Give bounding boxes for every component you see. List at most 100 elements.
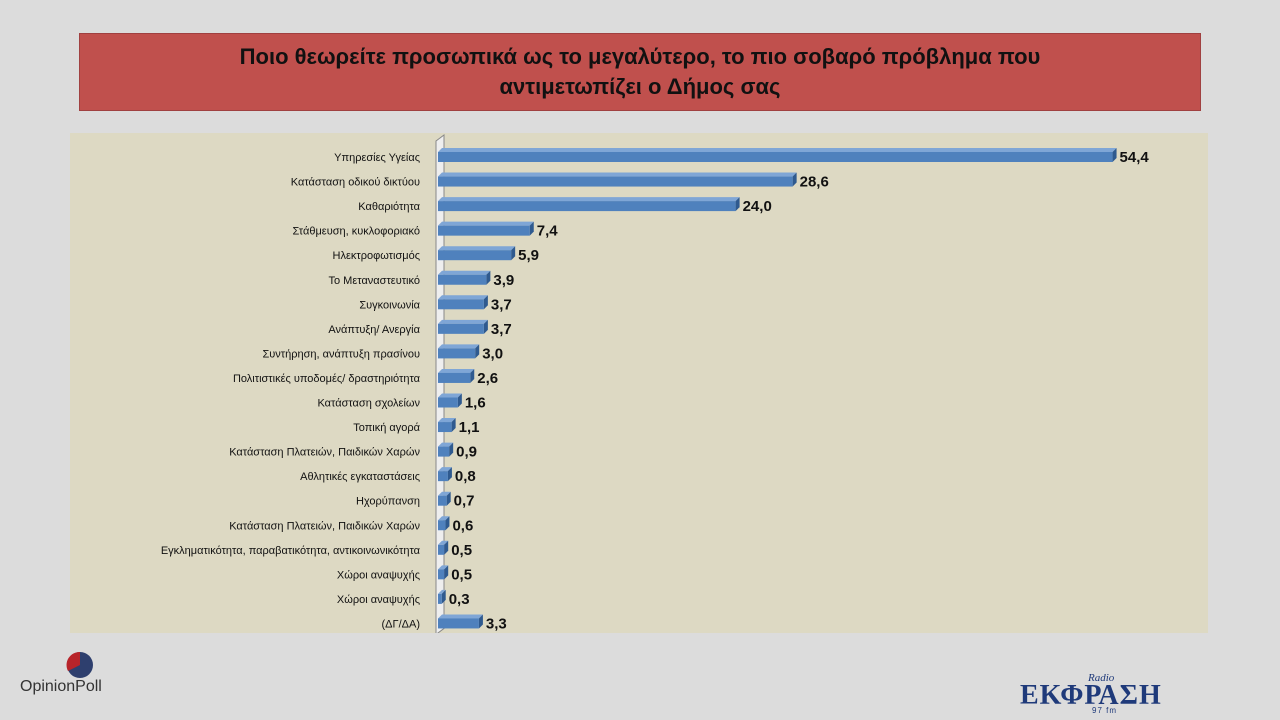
bar-top <box>438 418 456 423</box>
data-label: 3,0 <box>482 345 503 362</box>
bar-side <box>445 516 450 531</box>
radio-logo-main-text: ΕΚΦΡΑΣΗ <box>1020 680 1162 711</box>
category-label: Κατάσταση οδικού δικτύου <box>291 177 420 189</box>
bar-top <box>438 295 488 300</box>
bar-top <box>438 344 480 349</box>
data-label: 3,9 <box>493 272 514 289</box>
bar <box>438 299 484 310</box>
data-label: 0,6 <box>452 517 473 534</box>
category-label: Κατάσταση Πλατειών, Παιδικών Χαρών <box>229 447 420 459</box>
category-label: Καθαριότητα <box>358 201 420 213</box>
bar-top <box>438 516 450 521</box>
data-label: 3,7 <box>491 296 512 313</box>
bar <box>438 618 479 629</box>
bar-top <box>438 368 475 373</box>
category-label: (ΔΓ/ΔΑ) <box>382 618 420 630</box>
data-label: 3,3 <box>486 615 507 632</box>
bar <box>438 274 487 285</box>
bar-side <box>449 442 454 457</box>
bar <box>438 446 450 457</box>
opinion-poll-text-1: Opinion <box>20 678 76 695</box>
bar <box>438 372 471 383</box>
data-label: 1,6 <box>465 395 486 412</box>
bar <box>438 201 736 212</box>
bar-side <box>441 589 446 604</box>
data-label: 28,6 <box>800 174 829 191</box>
category-label: Συντήρηση, ανάπτυξη πρασίνου <box>262 348 420 360</box>
opinion-poll-logo: OpinionPoll <box>20 650 150 700</box>
data-label: 54,4 <box>1120 149 1150 166</box>
bar-top <box>438 442 454 447</box>
bar <box>438 250 512 261</box>
data-label: 0,5 <box>451 542 472 559</box>
data-label: 7,4 <box>537 223 559 240</box>
radio-logo-small-text: Radio <box>1088 672 1115 684</box>
bar <box>438 397 458 408</box>
bar-chart: Υπηρεσίες Υγείας 54,4 Κατάσταση οδικού δικ… <box>161 134 1150 633</box>
bar-side <box>478 614 483 629</box>
data-label: 5,9 <box>518 247 539 264</box>
plot-area: Υπηρεσίες Υγείας 54,4 Κατάσταση οδικού δικ… <box>70 133 1208 633</box>
bar <box>438 544 445 555</box>
bar <box>438 495 447 506</box>
bar-top <box>438 393 462 398</box>
data-label: 0,7 <box>454 493 475 510</box>
bar-top <box>438 221 534 226</box>
category-label: Ηλεκτροφωτισμός <box>333 250 420 262</box>
bar-side <box>451 418 456 433</box>
bar-side <box>735 197 740 212</box>
category-label: Χώροι αναψυχής <box>337 594 420 606</box>
category-label: Κατάσταση σχολείων <box>317 398 420 410</box>
bar <box>438 593 442 604</box>
bar-side <box>447 467 452 482</box>
data-label: 24,0 <box>743 198 772 215</box>
chart-title-box: Ποιο θεωρείτε προσωπικά ως το μεγαλύτερο… <box>79 33 1201 111</box>
bar-side <box>444 565 449 580</box>
bar-top <box>438 270 491 275</box>
bar-top <box>438 614 483 619</box>
bar <box>438 422 452 433</box>
bar-top <box>438 319 488 324</box>
data-label: 0,5 <box>451 566 472 583</box>
bar-side <box>792 172 797 187</box>
data-label: 0,8 <box>455 468 476 485</box>
bar-side <box>1112 148 1117 162</box>
category-label: Αθλητικές εγκαταστάσεις <box>300 471 420 483</box>
category-label: Συγκοινωνία <box>359 299 420 311</box>
bar-side <box>475 344 480 359</box>
bar <box>438 520 446 531</box>
bar-side <box>529 221 534 236</box>
bar-top <box>438 491 451 496</box>
data-label: 3,7 <box>491 321 512 338</box>
bar-side <box>483 295 488 310</box>
bar-side <box>483 319 488 334</box>
category-label: Ανάπτυξη/ Ανεργία <box>328 324 420 336</box>
chart-title-line-1: Ποιο θεωρείτε προσωπικά ως το μεγαλύτερο… <box>239 44 1041 69</box>
data-label: 1,1 <box>459 419 480 436</box>
category-label: Υπηρεσίες Υγείας <box>334 152 420 164</box>
category-label: Ηχορύπανση <box>356 496 420 508</box>
bar <box>438 152 1113 162</box>
data-label: 2,6 <box>477 370 498 387</box>
data-label: 0,3 <box>449 591 470 608</box>
bar <box>438 348 476 359</box>
bar-side <box>511 246 516 261</box>
bar-top <box>438 148 1117 152</box>
bar-side <box>446 491 451 506</box>
bar-top <box>438 246 516 251</box>
bar <box>438 471 448 482</box>
data-label: 0,9 <box>456 444 477 461</box>
bar-side <box>457 393 462 408</box>
bar-top <box>438 565 449 570</box>
bar-top <box>438 589 446 594</box>
chart-title-line-2: αντιμετωπίζει ο Δήμος σας <box>499 74 781 99</box>
bar-top <box>438 172 797 177</box>
bar <box>438 323 484 334</box>
bar-top <box>438 197 740 202</box>
category-label: Στάθμευση, κυκλοφοριακό <box>293 226 420 238</box>
bar-side <box>444 540 449 555</box>
bar-top <box>438 540 449 545</box>
bar-side <box>470 368 475 383</box>
category-label: Χώροι αναψυχής <box>337 569 420 581</box>
bar <box>438 176 793 187</box>
